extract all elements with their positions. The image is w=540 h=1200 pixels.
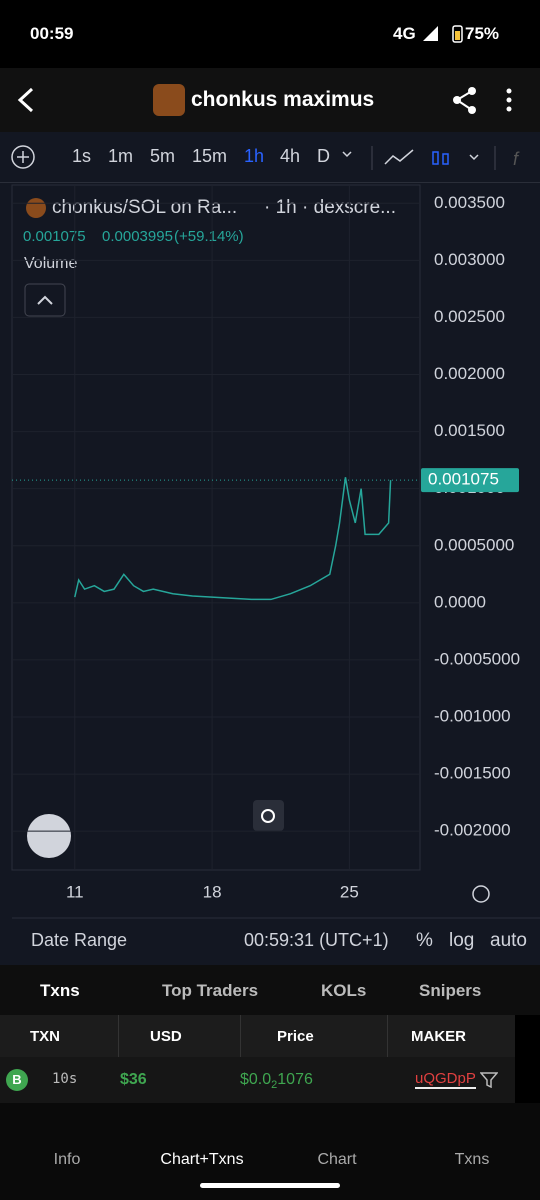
column-header[interactable]: USD xyxy=(150,1028,182,1045)
nav-item[interactable]: Chart+Txns xyxy=(160,1151,244,1168)
legend-source: · 1h · dexscre... xyxy=(264,197,396,218)
interval-button[interactable]: 1m xyxy=(108,146,134,166)
legend-change-pct: (+59.14%) xyxy=(174,228,244,245)
toolbar-icons: f xyxy=(342,146,520,170)
chart-panel: chonkus/SOL on Ra... · 1h · dexscre... 0… xyxy=(0,183,540,965)
svg-text:f: f xyxy=(513,149,520,169)
network: 4G xyxy=(393,24,416,43)
column-header[interactable]: TXN xyxy=(30,1028,60,1045)
interval-button[interactable]: 1h xyxy=(244,146,265,166)
tab[interactable]: Snipers xyxy=(419,981,482,1000)
interval-button[interactable]: 4h xyxy=(280,146,301,166)
add-indicator[interactable] xyxy=(10,144,38,172)
tab[interactable]: Txns xyxy=(40,981,80,1000)
y-tick-label: -0.0005000 xyxy=(434,649,520,668)
status-bar: 00:59 4G 75% xyxy=(0,0,540,68)
home-indicator xyxy=(200,1183,340,1188)
nav-item[interactable]: Info xyxy=(53,1151,81,1168)
x-tick-label: 25 xyxy=(340,882,359,901)
txn-price: $0.021076 xyxy=(240,1071,313,1091)
txn-maker[interactable]: uQGDpP xyxy=(415,1070,476,1089)
table-row[interactable]: B 10s $36 $0.021076 uQGDpP xyxy=(0,1057,515,1103)
pair-avatar xyxy=(26,198,46,218)
bottom-nav: Info Chart+Txns Chart Txns xyxy=(0,1103,540,1200)
y-tick-label: 0.002000 xyxy=(434,364,505,383)
column-divider xyxy=(387,1015,388,1057)
y-tick-label: 0.001500 xyxy=(434,421,505,440)
column-divider xyxy=(118,1015,119,1057)
y-tick-label: 0.002500 xyxy=(434,307,505,326)
x-tick-label: 18 xyxy=(203,882,222,901)
price-zeros: 2 xyxy=(271,1079,278,1092)
column-header[interactable]: MAKER xyxy=(411,1028,466,1045)
chart-clock: 00:59:31 (UTC+1) xyxy=(244,930,389,950)
filter-maker[interactable] xyxy=(480,1072,498,1088)
txn-age: 10s xyxy=(52,1071,78,1087)
tradingview-logo xyxy=(27,814,71,858)
legend-volume: Volume xyxy=(24,255,77,272)
nav-item[interactable]: Chart xyxy=(317,1151,357,1168)
y-tick-label: 0.0005000 xyxy=(434,535,514,554)
interval-button[interactable]: D xyxy=(317,146,330,166)
price-prefix: $0.0 xyxy=(240,1071,272,1088)
last-price-label: 0.001075 xyxy=(428,470,499,489)
column-header[interactable]: Price xyxy=(277,1028,314,1045)
back-button[interactable] xyxy=(14,86,38,114)
chart: chonkus/SOL on Ra... · 1h · dexscre... 0… xyxy=(11,184,540,951)
txn-usd: $36 xyxy=(120,1071,147,1088)
percent-toggle[interactable]: % xyxy=(416,930,433,951)
battery: 75% xyxy=(465,24,500,43)
y-tick-label: -0.001500 xyxy=(434,764,511,783)
price-digits: 1076 xyxy=(277,1071,313,1088)
y-tick-label: 0.003500 xyxy=(434,193,505,212)
last-price-tag xyxy=(421,468,519,493)
share-menu[interactable] xyxy=(452,86,522,116)
date-range[interactable]: Date Range xyxy=(31,930,127,950)
interval-button[interactable]: 5m xyxy=(150,146,176,166)
legend-price: 0.001075 xyxy=(23,228,86,245)
y-tick-label: 0.0000 xyxy=(434,592,486,611)
column-divider xyxy=(240,1015,241,1057)
header: chonkus maximus xyxy=(0,68,540,132)
y-tick-label: 0.003000 xyxy=(434,250,505,269)
y-tick-label: -0.002000 xyxy=(434,821,511,840)
legend-change: 0.0003995 xyxy=(102,228,173,245)
nav-item[interactable]: Txns xyxy=(454,1151,490,1168)
buy-badge: B xyxy=(6,1069,28,1091)
settings-icon[interactable] xyxy=(472,885,490,903)
clock: 00:59 xyxy=(30,24,74,43)
legend-pair: chonkus/SOL on Ra... xyxy=(52,197,237,218)
collapse-legend[interactable] xyxy=(24,283,66,317)
auto-toggle[interactable]: auto xyxy=(490,930,527,951)
tab-bar: Txns Top Traders KOLs Snipers xyxy=(0,965,540,1015)
table-header: TXN USD Price MAKER xyxy=(0,1015,515,1057)
interval-button[interactable]: 15m xyxy=(192,146,228,166)
tab[interactable]: Top Traders xyxy=(162,981,259,1000)
token-avatar xyxy=(153,84,185,116)
token-title: chonkus maximus xyxy=(191,88,375,111)
signal-battery-icons xyxy=(423,25,463,43)
y-tick-label: -0.001000 xyxy=(434,707,511,726)
interval-button[interactable]: 1s xyxy=(72,146,92,166)
tab[interactable]: KOLs xyxy=(321,981,367,1000)
log-toggle[interactable]: log xyxy=(449,930,474,951)
price-line xyxy=(74,477,392,601)
x-tick-label: 11 xyxy=(66,882,84,901)
chart-toolbar: f 1s 1m 5m 15m 1h 4h D xyxy=(0,132,540,183)
reset-chart[interactable] xyxy=(253,800,284,831)
